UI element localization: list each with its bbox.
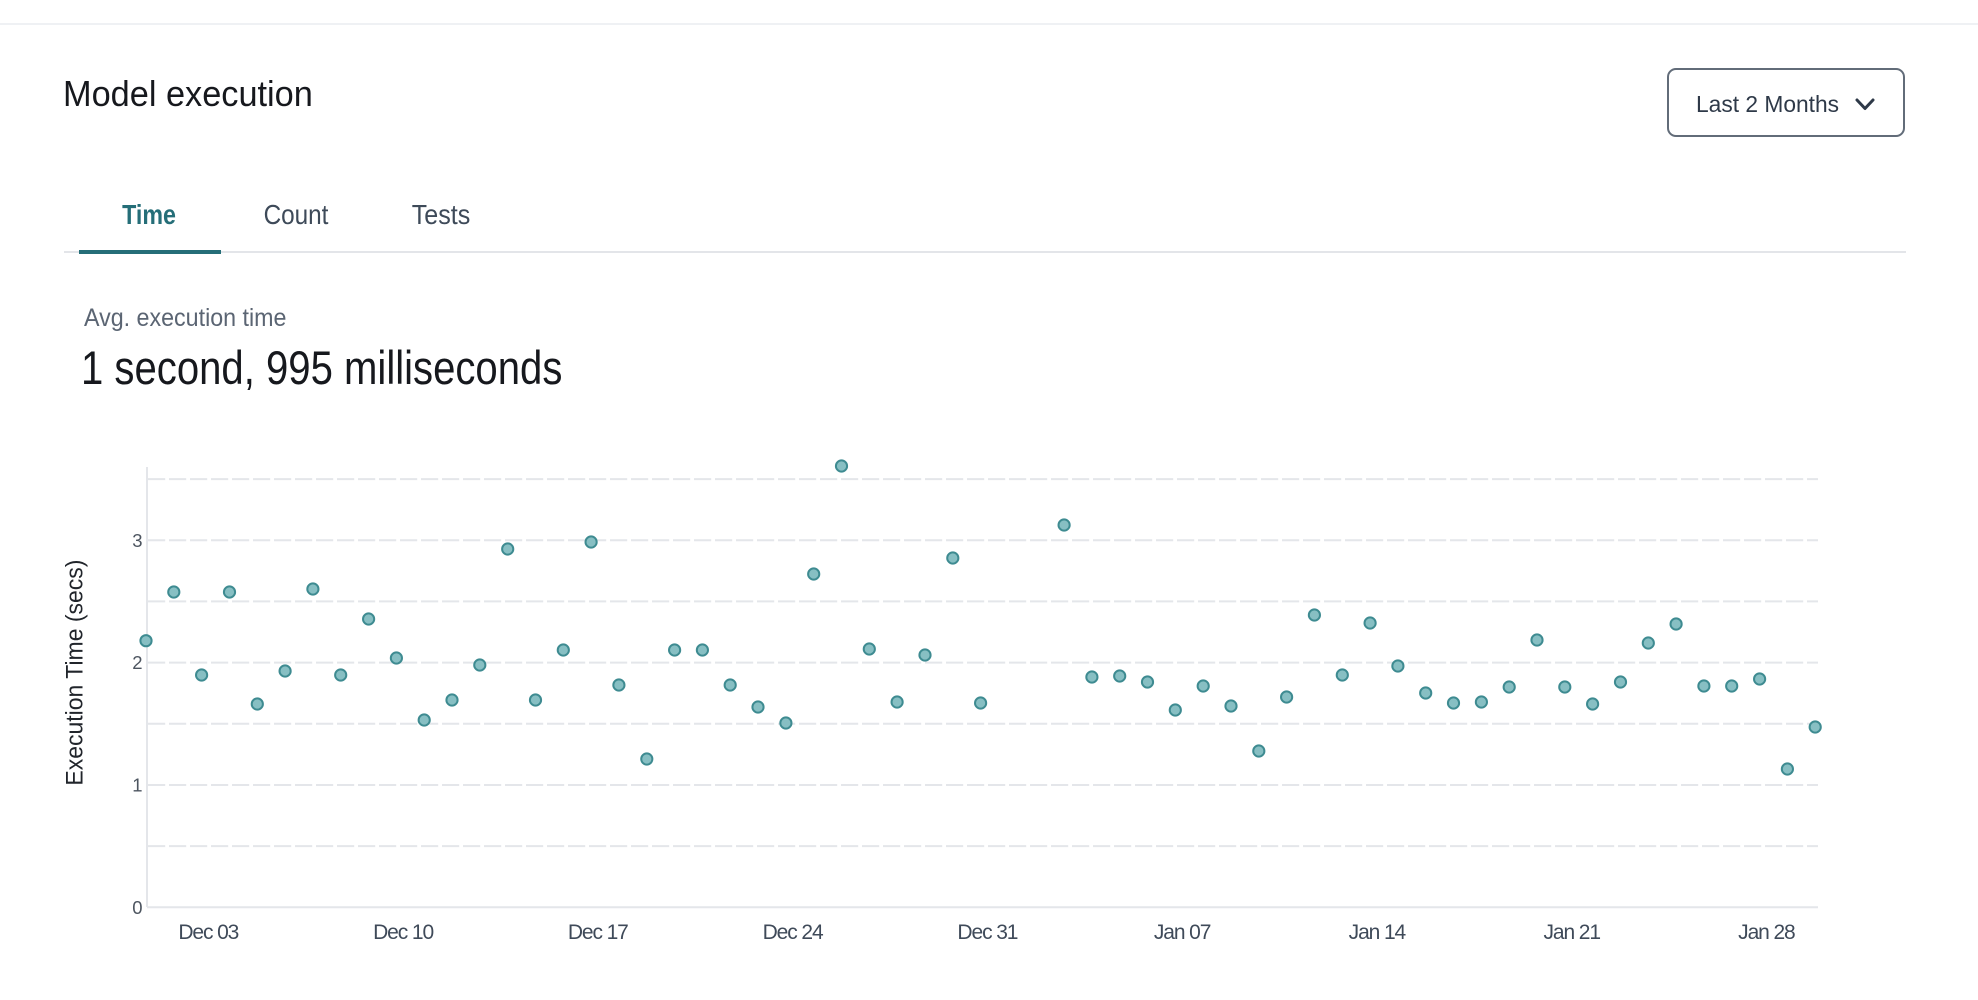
svg-text:Dec 24: Dec 24 [763, 921, 824, 944]
svg-text:Execution Time (secs): Execution Time (secs) [61, 560, 88, 786]
svg-text:Jan 21: Jan 21 [1543, 921, 1600, 944]
svg-text:1: 1 [132, 775, 142, 796]
svg-text:Jan 28: Jan 28 [1738, 921, 1795, 944]
svg-text:2: 2 [132, 652, 142, 673]
svg-text:Dec 17: Dec 17 [568, 921, 628, 944]
svg-text:0: 0 [132, 897, 142, 918]
svg-text:3: 3 [132, 530, 142, 551]
svg-text:Jan 14: Jan 14 [1349, 921, 1407, 944]
svg-text:Jan 07: Jan 07 [1154, 921, 1211, 944]
svg-text:Dec 31: Dec 31 [957, 921, 1017, 944]
svg-text:Dec 03: Dec 03 [178, 921, 238, 944]
svg-text:Dec 10: Dec 10 [373, 921, 433, 944]
